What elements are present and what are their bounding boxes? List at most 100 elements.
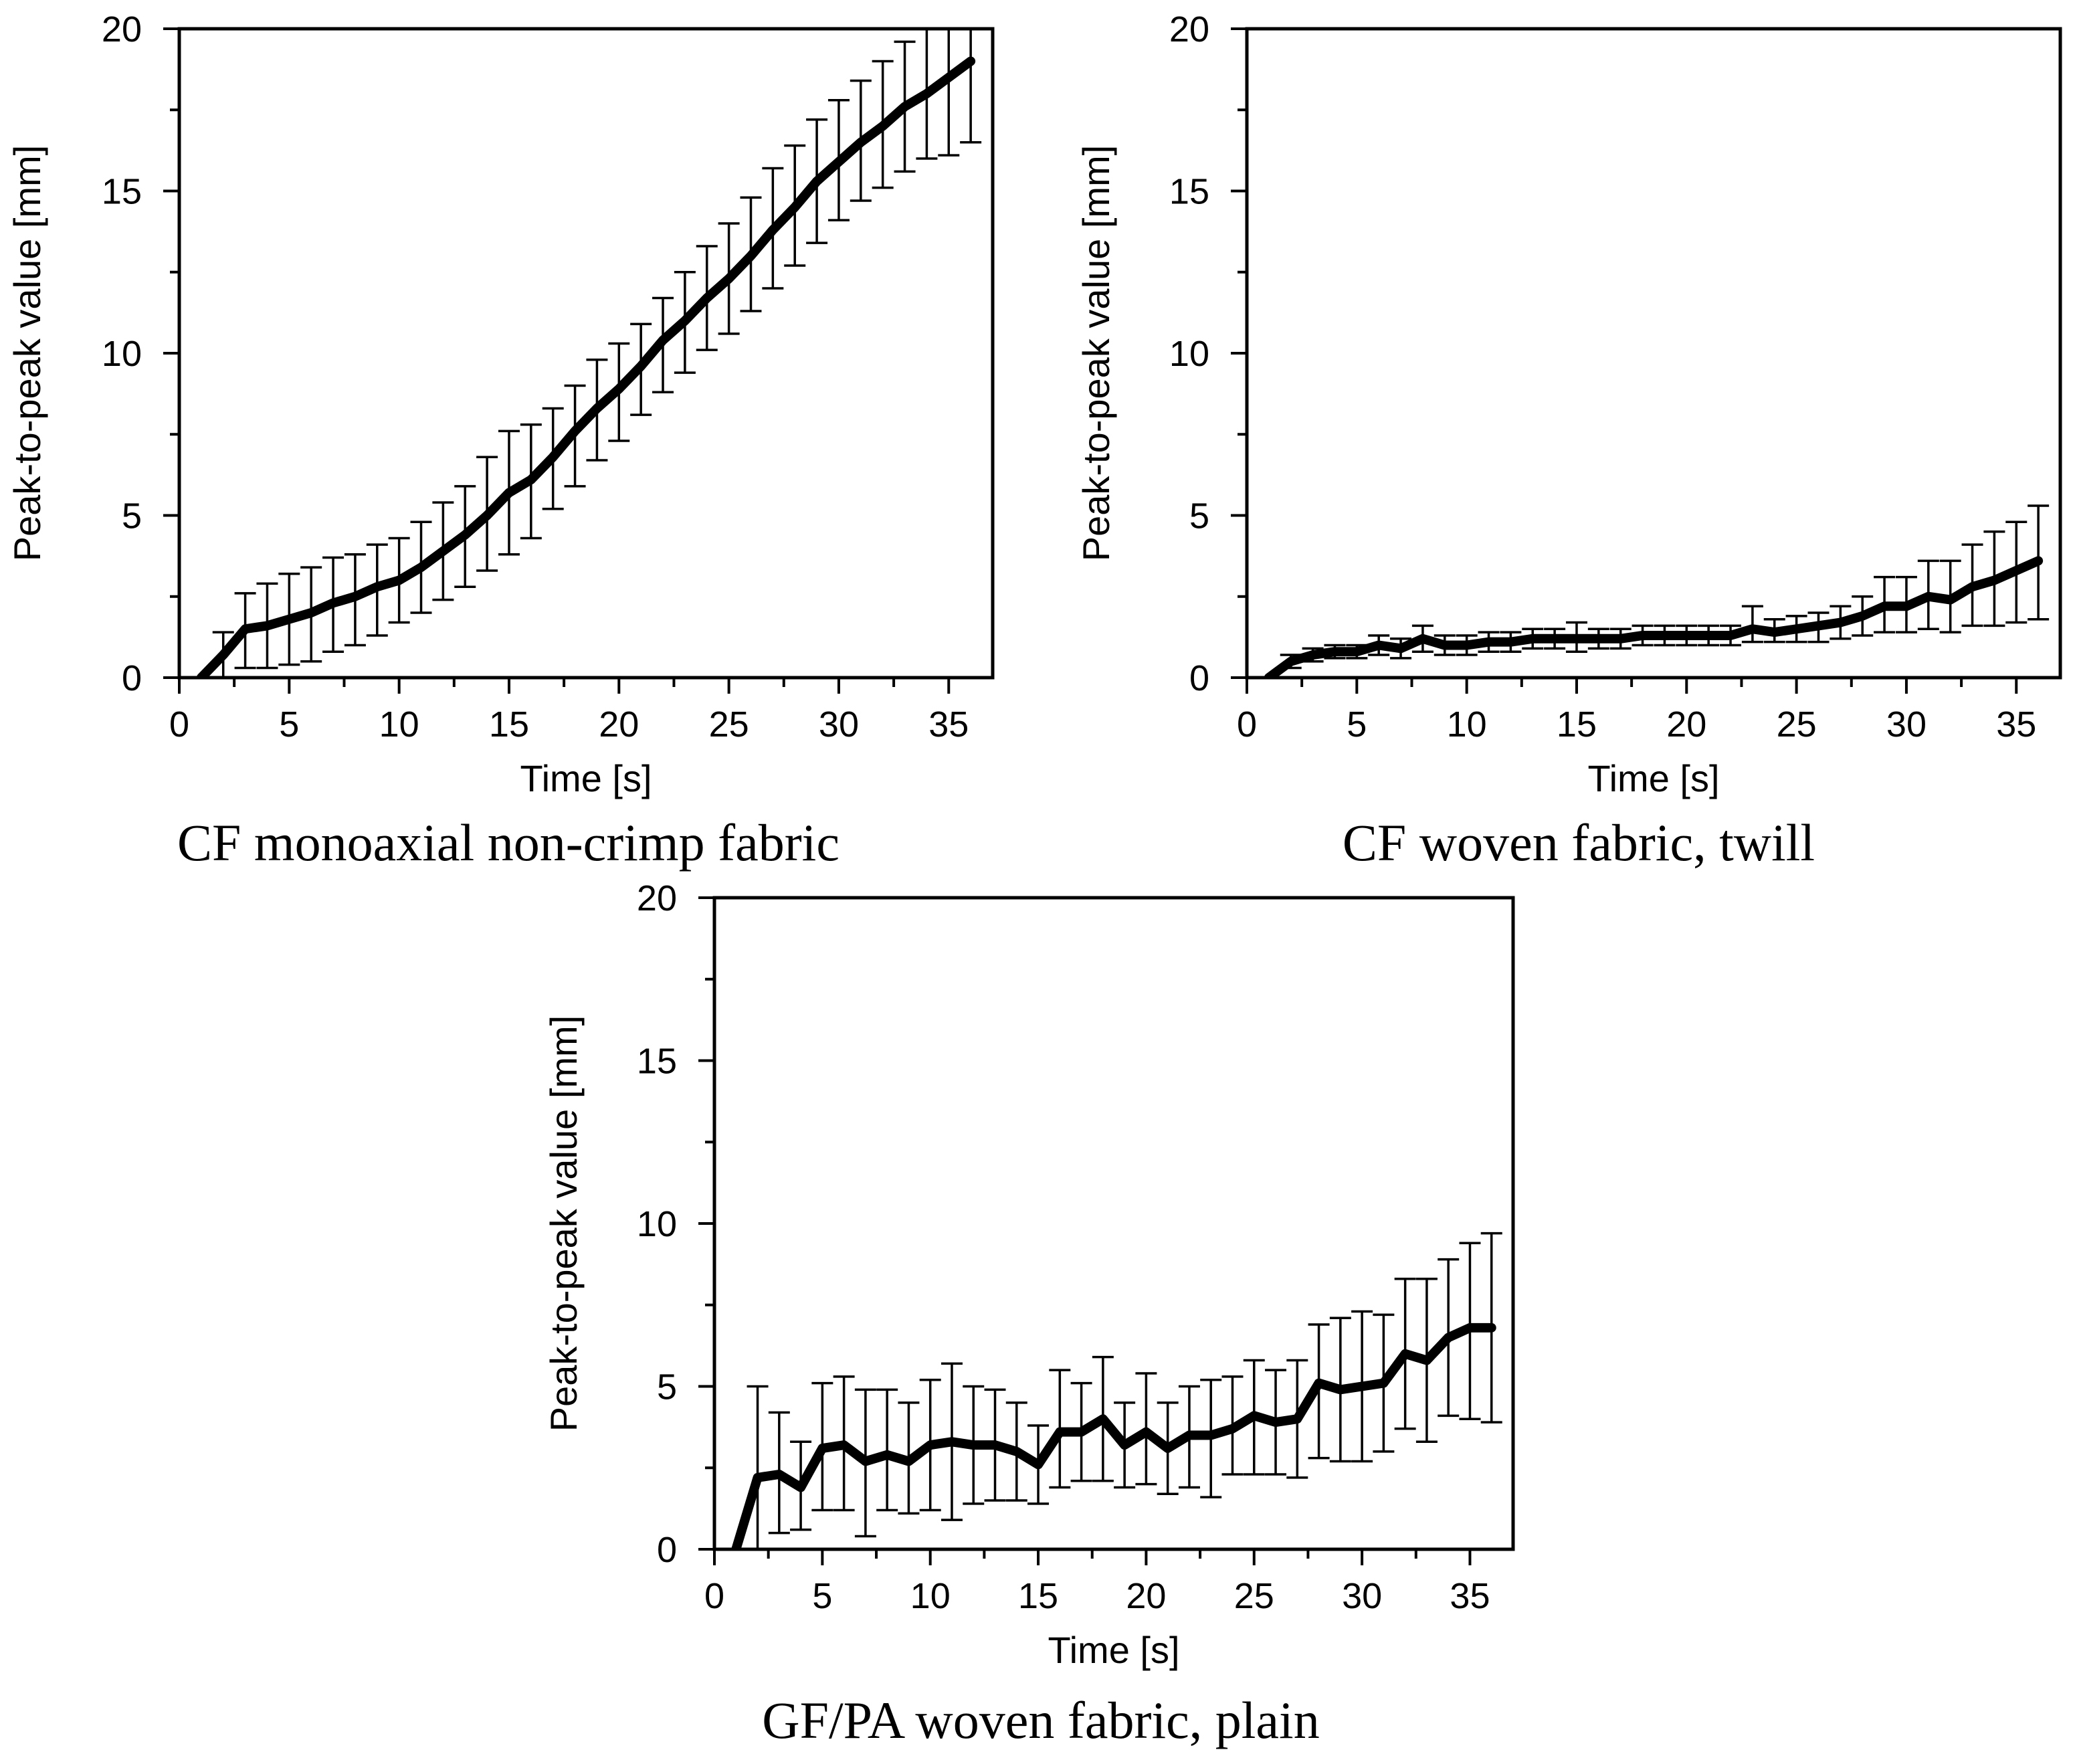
y-tick-label: 5 bbox=[1189, 496, 1209, 536]
x-tick-label: 15 bbox=[489, 704, 529, 745]
x-tick-label: 5 bbox=[1347, 704, 1367, 745]
x-tick-label: 0 bbox=[169, 704, 189, 745]
x-tick-label: 30 bbox=[1342, 1576, 1382, 1616]
data-point bbox=[2035, 557, 2042, 565]
data-point bbox=[1771, 629, 1778, 636]
x-axis-label: Time [s] bbox=[1587, 757, 1719, 799]
data-point bbox=[923, 90, 930, 97]
data-point bbox=[1353, 648, 1361, 656]
x-axis-label: Time [s] bbox=[1048, 1629, 1179, 1671]
data-point bbox=[681, 317, 688, 324]
data-point bbox=[417, 564, 425, 571]
y-tick-label: 0 bbox=[1189, 658, 1209, 698]
data-point bbox=[527, 476, 534, 484]
data-point bbox=[797, 1484, 805, 1491]
data-area bbox=[196, 27, 982, 678]
data-point bbox=[703, 294, 710, 302]
data-point bbox=[1485, 638, 1492, 646]
data-point bbox=[1705, 631, 1712, 639]
data-point bbox=[1595, 635, 1602, 642]
x-tick-label: 10 bbox=[910, 1576, 951, 1616]
data-point bbox=[462, 531, 469, 538]
chart-caption: CF monoaxial non-crimp fabric bbox=[177, 813, 840, 872]
data-point bbox=[769, 226, 777, 233]
data-point bbox=[439, 547, 447, 555]
data-point bbox=[1507, 638, 1514, 646]
data-point bbox=[1013, 1448, 1020, 1455]
y-axis-label: Peak-to-peak value [mm] bbox=[542, 1015, 585, 1432]
data-point bbox=[1121, 1442, 1128, 1449]
x-tick-label: 30 bbox=[819, 704, 859, 745]
data-point bbox=[1250, 1412, 1258, 1419]
data-point bbox=[1287, 658, 1294, 665]
data-point bbox=[1207, 1432, 1215, 1439]
data-point bbox=[991, 1442, 999, 1449]
data-point bbox=[948, 1438, 955, 1446]
data-point bbox=[1143, 1428, 1150, 1436]
data-point bbox=[1397, 645, 1405, 652]
data-point bbox=[1265, 674, 1272, 678]
data-point bbox=[791, 203, 799, 211]
data-point bbox=[901, 103, 908, 110]
data-point bbox=[857, 138, 864, 146]
data-point bbox=[1551, 635, 1559, 642]
y-axis-label: Peak-to-peak value [mm] bbox=[6, 145, 48, 561]
data-point bbox=[1815, 622, 1822, 629]
data-point bbox=[505, 489, 512, 496]
y-tick-label: 15 bbox=[637, 1042, 677, 1082]
data-point bbox=[1749, 625, 1756, 633]
data-point bbox=[373, 583, 381, 591]
data-point bbox=[219, 652, 227, 659]
data-point bbox=[835, 158, 842, 165]
y-tick-label: 20 bbox=[102, 9, 142, 50]
data-point bbox=[732, 1546, 740, 1549]
x-tick-label: 20 bbox=[1666, 704, 1706, 745]
y-tick-label: 20 bbox=[637, 878, 677, 918]
data-point bbox=[1727, 631, 1735, 639]
x-tick-label: 20 bbox=[599, 704, 639, 745]
data-point bbox=[1056, 1428, 1064, 1436]
x-tick-label: 25 bbox=[1777, 704, 1817, 745]
chart-1: 0 5 10 15 20 25 30 35 0 5 10 15 20 Time [s] Peak-to-pe… bbox=[6, 9, 995, 872]
data-point bbox=[1947, 596, 1954, 603]
x-tick-label: 10 bbox=[1447, 704, 1487, 745]
y-tick-label: 10 bbox=[1169, 334, 1209, 374]
y-tick-label: 20 bbox=[1169, 9, 1209, 50]
x-tick-label: 5 bbox=[812, 1576, 832, 1616]
data-point bbox=[395, 577, 403, 584]
series-line bbox=[1264, 556, 2044, 678]
data-point bbox=[1375, 642, 1383, 649]
x-tick-label: 5 bbox=[279, 704, 299, 745]
x-tick-label: 0 bbox=[1237, 704, 1257, 745]
plot-frame bbox=[1245, 27, 2062, 680]
data-point bbox=[1859, 612, 1866, 619]
data-point bbox=[1035, 1461, 1042, 1468]
chart-caption: CF woven fabric, twill bbox=[1343, 813, 1815, 872]
x-tick-label: 25 bbox=[1234, 1576, 1274, 1616]
data-point bbox=[1401, 1350, 1409, 1357]
y-axis-label: Peak-to-peak value [mm] bbox=[1075, 145, 1117, 561]
data-point bbox=[747, 252, 755, 260]
data-point bbox=[1639, 631, 1646, 639]
data-point bbox=[1924, 593, 1932, 600]
data-point bbox=[905, 1458, 912, 1465]
data-point bbox=[1991, 577, 1998, 584]
data-point bbox=[819, 1445, 826, 1452]
y-tick-label: 10 bbox=[637, 1204, 677, 1244]
data-point bbox=[660, 336, 667, 344]
data-point bbox=[1445, 1334, 1452, 1341]
data-point bbox=[308, 609, 315, 616]
data-point bbox=[264, 622, 271, 629]
data-point bbox=[970, 1442, 977, 1449]
data-point bbox=[197, 674, 205, 678]
data-point bbox=[1380, 1379, 1387, 1387]
data-point bbox=[725, 275, 732, 282]
data-point bbox=[884, 1451, 891, 1458]
data-point bbox=[2013, 567, 2020, 574]
data-point bbox=[1337, 1386, 1344, 1393]
y-tick-label: 0 bbox=[657, 1530, 677, 1570]
data-point bbox=[1902, 603, 1910, 610]
y-tick-label: 10 bbox=[102, 334, 142, 374]
data-point bbox=[1315, 1379, 1322, 1387]
